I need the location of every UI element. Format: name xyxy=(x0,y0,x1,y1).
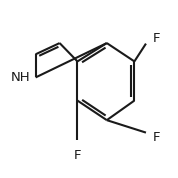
Text: F: F xyxy=(153,131,161,145)
Text: F: F xyxy=(153,32,161,45)
Text: NH: NH xyxy=(11,71,30,84)
Text: F: F xyxy=(74,149,81,162)
